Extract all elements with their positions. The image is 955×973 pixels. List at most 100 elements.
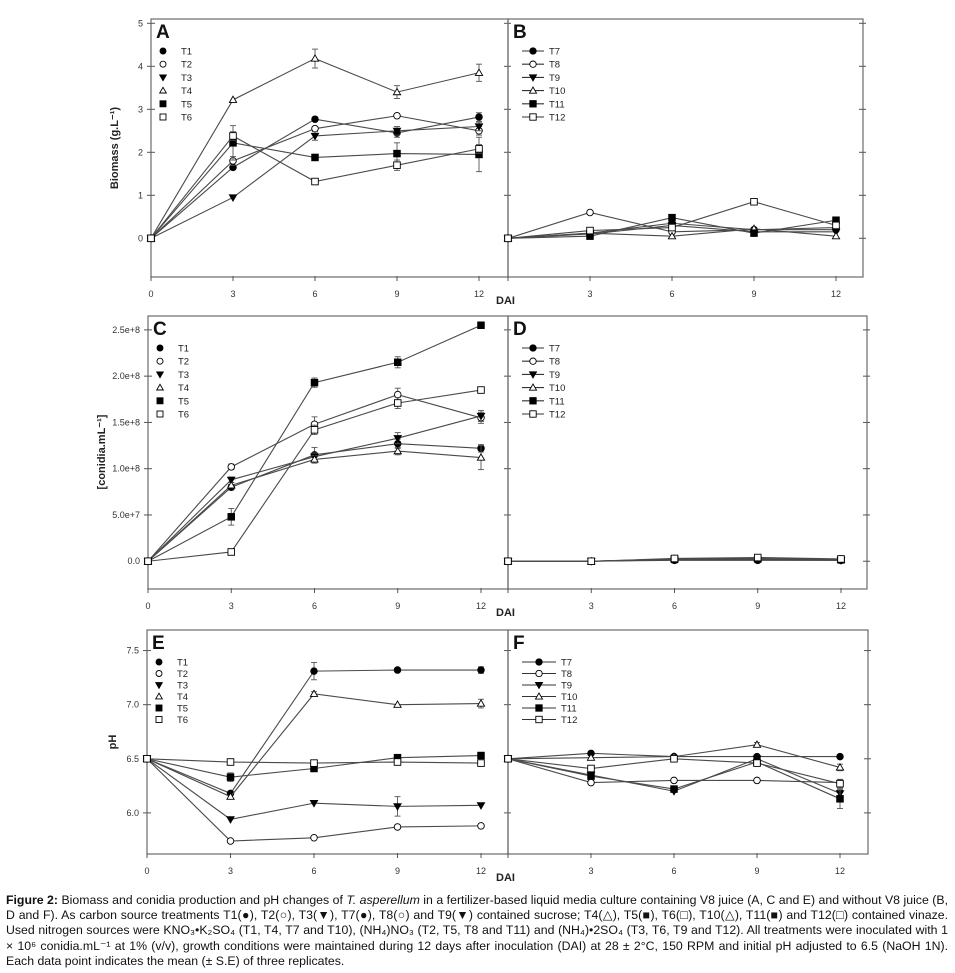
- x-tick-label: 9: [755, 601, 760, 611]
- x-tick-label: 3: [229, 601, 234, 611]
- series-t2: [144, 387, 485, 565]
- data-point: [474, 123, 484, 132]
- legend-label: T3: [181, 73, 192, 84]
- legend-item: T10: [522, 383, 565, 394]
- x-tick-label: 3: [588, 866, 593, 876]
- x-tick-label: 12: [476, 866, 486, 876]
- legend-a: T1 T2 T3 T4 T5 T6: [158, 47, 192, 124]
- legend-item: T10: [522, 692, 577, 703]
- series-t4: [146, 48, 484, 242]
- data-point: [393, 111, 401, 120]
- legend-item: T1: [159, 47, 192, 58]
- caption-text-2: in a fertilizer-based liquid media cultu…: [6, 893, 948, 968]
- panel-letter-d: D: [513, 319, 527, 340]
- data-point: [310, 378, 319, 387]
- legend-item: T7: [522, 47, 560, 58]
- legend-item: T5: [156, 396, 189, 407]
- series-line: [146, 693, 482, 798]
- data-point: [310, 667, 318, 675]
- legend-label: T9: [549, 370, 560, 381]
- legend-item: T7: [522, 344, 560, 355]
- series-line: [147, 389, 482, 562]
- legend-item: T1: [155, 658, 188, 669]
- series-t12: [504, 553, 845, 565]
- data-point: [477, 751, 485, 760]
- legend-label: T4: [178, 383, 189, 394]
- legend-b: T7 T8 T9 T10 T11 T12: [522, 47, 565, 124]
- y-tick-label: 3: [138, 104, 143, 114]
- data-point: [229, 132, 237, 140]
- legend-label: T6: [181, 113, 192, 124]
- legend-item: T6: [159, 113, 192, 124]
- data-point: [587, 557, 596, 565]
- legend-label: T1: [181, 47, 192, 58]
- data-point: [477, 666, 485, 674]
- x-axis-label: DAI: [496, 872, 515, 884]
- data-point: [477, 386, 485, 394]
- data-point: [835, 762, 845, 771]
- data-point: [753, 759, 761, 767]
- y-tick-label: 5.0e+7: [112, 510, 140, 520]
- legend-marker: [535, 704, 543, 712]
- data-point: [393, 666, 402, 674]
- legend-label: T3: [178, 370, 189, 381]
- legend-marker: [534, 692, 544, 700]
- legend-label: T7: [561, 658, 572, 669]
- x-tick-label: 9: [754, 866, 759, 876]
- data-point: [504, 557, 512, 565]
- legend-marker: [156, 357, 164, 365]
- x-tick-label: 12: [836, 601, 846, 611]
- data-point: [750, 229, 758, 237]
- legend-label: T2: [177, 669, 188, 680]
- legend-label: T6: [177, 715, 188, 726]
- series-t12: [504, 197, 840, 243]
- series-t6: [147, 131, 483, 243]
- legend-marker: [155, 670, 163, 677]
- legend-label: T5: [181, 99, 192, 110]
- data-point: [476, 412, 486, 421]
- data-point: [393, 446, 403, 455]
- panel-letter-b: B: [513, 22, 527, 43]
- data-point: [310, 759, 318, 767]
- data-point: [310, 132, 320, 141]
- data-point: [394, 390, 402, 399]
- legend-item: T8: [522, 60, 560, 71]
- legend-marker: [534, 681, 544, 690]
- y-tick-label: 1.0e+8: [112, 464, 140, 474]
- data-point: [392, 87, 402, 96]
- legend-marker: [528, 74, 538, 82]
- data-point: [667, 231, 677, 240]
- legend-item: T3: [155, 370, 189, 381]
- data-point: [144, 557, 152, 565]
- x-tick-label: 12: [835, 866, 845, 876]
- legend-item: T11: [522, 99, 565, 110]
- legend-item: T1: [156, 344, 189, 355]
- x-tick-label: 9: [395, 866, 400, 876]
- data-point: [836, 779, 844, 788]
- legend-marker: [535, 669, 543, 678]
- legend-marker: [158, 74, 168, 82]
- legend-marker: [154, 682, 164, 690]
- legend-label: T1: [178, 344, 189, 355]
- legend-marker: [156, 410, 164, 418]
- legend-marker: [159, 60, 167, 68]
- legend-marker: [529, 397, 537, 405]
- panel-letter-f: F: [513, 633, 525, 654]
- legend-marker: [529, 47, 537, 55]
- series-t1: [143, 662, 485, 798]
- data-point: [226, 480, 236, 489]
- data-point: [477, 822, 485, 830]
- legend-item: T8: [522, 357, 560, 368]
- legend-label: T8: [549, 60, 560, 71]
- legend-label: T6: [178, 410, 189, 421]
- y-tick-label: 6.5: [126, 754, 139, 764]
- legend-marker: [529, 60, 537, 68]
- caption-text-1: Biomass and conidia production and pH ch…: [58, 893, 347, 907]
- legend-label: T12: [549, 410, 565, 421]
- legend-marker: [528, 86, 538, 94]
- panel-letter-c: C: [153, 319, 167, 340]
- data-point: [311, 177, 319, 186]
- x-axis-label: DAI: [496, 295, 515, 307]
- legend-label: T8: [549, 357, 560, 368]
